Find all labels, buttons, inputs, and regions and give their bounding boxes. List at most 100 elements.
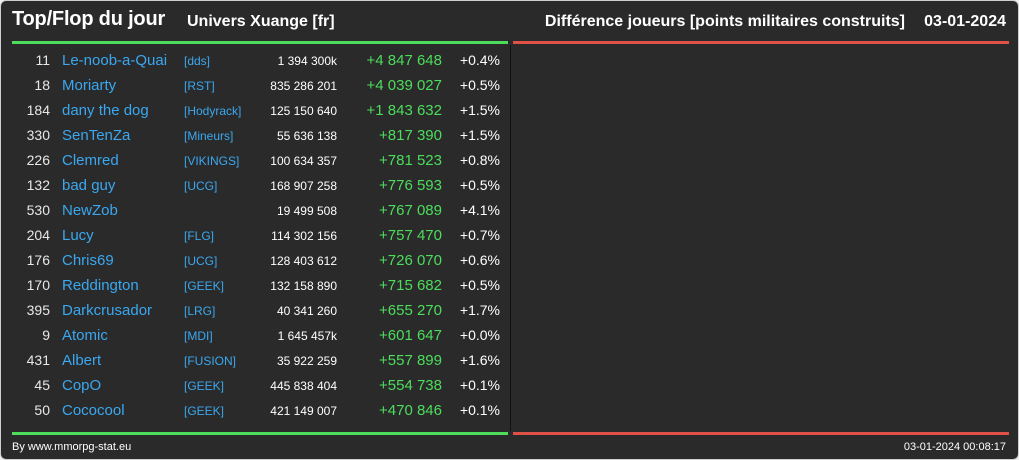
player-points: 19 499 508 [276, 204, 337, 218]
table-row: 45 CopO [GEEK] 445 838 404 +554 738 +0.1% [12, 373, 508, 398]
player-points: 128 403 612 [270, 254, 337, 268]
table-row: 330 SenTenZa [Mineurs] 55 636 138 +817 390 +1… [12, 123, 508, 148]
player-rank: 18 [34, 77, 50, 93]
player-rank: 170 [26, 277, 50, 293]
points-difference: +4 847 648 [366, 52, 443, 69]
player-name-link[interactable]: Le-noob-a-Quai [62, 52, 168, 69]
percent-change: +4.1% [459, 202, 500, 218]
points-difference: +776 593 [379, 177, 442, 194]
player-points: 40 341 260 [276, 304, 337, 318]
player-name-link[interactable]: Atomic [62, 327, 108, 344]
percent-change: +0.0% [459, 327, 500, 343]
univers-label: Univers Xuange [fr] [187, 13, 335, 30]
alliance-tag-link[interactable]: [VIKINGS] [184, 154, 240, 168]
player-name-link[interactable]: Reddington [62, 277, 139, 294]
points-difference: +817 390 [379, 127, 442, 144]
player-rank: 395 [26, 302, 50, 318]
percent-change: +1.5% [459, 127, 500, 143]
player-name-link[interactable]: Clemred [62, 152, 119, 169]
bottom-green-bar [12, 432, 508, 435]
points-difference: +757 470 [379, 227, 442, 244]
header-date: 03-01-2024 [924, 13, 1006, 30]
points-difference: +601 647 [379, 327, 442, 344]
player-name-link[interactable]: NewZob [62, 202, 118, 219]
player-rank: 45 [34, 377, 50, 393]
alliance-tag-link[interactable]: [Mineurs] [184, 129, 234, 143]
alliance-tag-link[interactable]: [FLG] [184, 229, 215, 243]
player-rank: 530 [26, 202, 50, 218]
alliance-tag-link[interactable]: [LRG] [184, 304, 216, 318]
player-rank: 184 [26, 102, 50, 118]
alliance-tag-link[interactable]: [GEEK] [184, 404, 225, 418]
player-name-link[interactable]: Albert [62, 352, 102, 369]
player-rank: 204 [26, 227, 50, 243]
percent-change: +0.4% [459, 52, 500, 68]
percent-change: +1.6% [459, 352, 500, 368]
table-row: 9 Atomic [MDI] 1 645 457k +601 647 +0.0% [12, 323, 508, 348]
player-name-link[interactable]: Chris69 [62, 252, 114, 269]
alliance-tag-link[interactable]: [MDI] [184, 329, 213, 343]
table-row: 431 Albert [FUSION] 35 922 259 +557 899 +1.6% [12, 348, 508, 373]
alliance-tag-link[interactable]: [GEEK] [184, 279, 225, 293]
footer-timestamp: 03-01-2024 00:08:17 [903, 441, 1006, 453]
table-row: 395 Darkcrusador [LRG] 40 341 260 +655 270 +1… [12, 298, 508, 323]
player-name-link[interactable]: dany the dog [62, 102, 149, 119]
player-name-link[interactable]: CopO [62, 377, 102, 394]
player-name-link[interactable]: Lucy [62, 227, 94, 244]
player-name-link[interactable]: bad guy [62, 177, 116, 194]
table-row: 170 Reddington [GEEK] 132 158 890 +715 682 +0… [12, 273, 508, 298]
table-row: 204 Lucy [FLG] 114 302 156 +757 470 +0.7% [12, 223, 508, 248]
percent-change: +1.7% [459, 302, 500, 318]
player-rank: 330 [26, 127, 50, 143]
player-rank: 50 [34, 402, 50, 418]
player-points: 55 636 138 [276, 129, 337, 143]
player-points: 132 158 890 [270, 279, 337, 293]
percent-change: +0.5% [459, 277, 500, 293]
player-points: 168 907 258 [270, 179, 337, 193]
percent-change: +0.7% [459, 227, 500, 243]
points-difference: +4 039 027 [366, 77, 443, 94]
metric-label: Différence joueurs [points militaires co… [544, 13, 905, 30]
alliance-tag-link[interactable]: [Hodyrack] [184, 104, 242, 118]
table-row: 132 bad guy [UCG] 168 907 258 +776 593 +0.5% [12, 173, 508, 198]
percent-change: +0.1% [459, 377, 500, 393]
player-points: 835 286 201 [270, 79, 337, 93]
table-row: 530 NewZob 19 499 508 +767 089 +4.1% [12, 198, 508, 223]
points-difference: +1 843 632 [366, 102, 443, 119]
table-row: 50 Cococool [GEEK] 421 149 007 +470 846 +0.1% [12, 398, 508, 423]
alliance-tag-link[interactable]: [UCG] [184, 179, 218, 193]
player-name-link[interactable]: Moriarty [62, 77, 117, 94]
alliance-tag-link[interactable]: [FUSION] [184, 354, 237, 368]
percent-change: +1.5% [459, 102, 500, 118]
points-difference: +781 523 [379, 152, 442, 169]
points-difference: +554 738 [379, 377, 442, 394]
player-name-link[interactable]: SenTenZa [62, 127, 131, 144]
player-points: 125 150 640 [270, 104, 337, 118]
player-points: 445 838 404 [270, 379, 337, 393]
bottom-red-bar [513, 432, 1009, 435]
player-name-link[interactable]: Darkcrusador [62, 302, 153, 319]
alliance-tag-link[interactable]: [RST] [184, 79, 215, 93]
player-name-link[interactable]: Cococool [62, 402, 125, 419]
points-difference: +655 270 [379, 302, 442, 319]
player-points: 1 645 457k [277, 329, 337, 343]
percent-change: +0.8% [459, 152, 500, 168]
alliance-tag-link[interactable]: [dds] [184, 54, 211, 68]
percent-change: +0.1% [459, 402, 500, 418]
player-rank: 9 [42, 327, 50, 343]
table-row: 176 Chris69 [UCG] 128 403 612 +726 070 +0.6% [12, 248, 508, 273]
percent-change: +0.6% [459, 252, 500, 268]
player-points: 1 394 300k [277, 54, 337, 68]
player-rank: 11 [35, 52, 50, 68]
alliance-tag-link[interactable]: [GEEK] [184, 379, 225, 393]
alliance-tag-link[interactable]: [UCG] [184, 254, 218, 268]
table-row: 226 Clemred [VIKINGS] 100 634 357 +781 523 +0… [12, 148, 508, 173]
points-difference: +557 899 [379, 352, 442, 369]
percent-change: +0.5% [459, 77, 500, 93]
percent-change: +0.5% [459, 177, 500, 193]
points-difference: +767 089 [379, 202, 442, 219]
points-difference: +726 070 [379, 252, 442, 269]
top-list: 11 Le-noob-a-Quai [dds] 1 394 300k +4 847 64… [12, 48, 508, 423]
player-points: 35 922 259 [276, 354, 337, 368]
